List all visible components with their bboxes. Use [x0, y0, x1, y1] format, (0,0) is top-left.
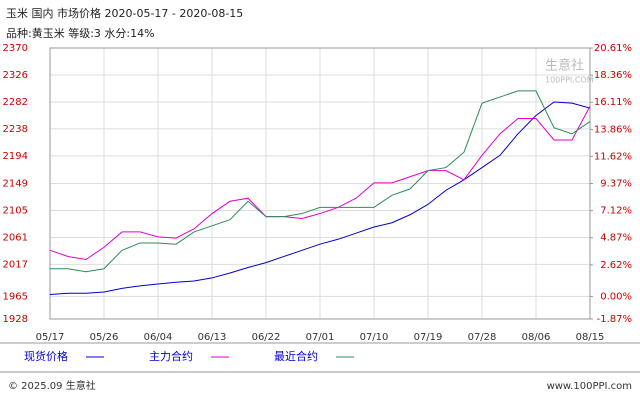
- y-tick-label: 2326: [3, 70, 28, 81]
- watermark: 生意社: [545, 58, 584, 74]
- legend-label: 现货价格: [24, 349, 68, 363]
- watermark: 100PPI.COM: [545, 76, 594, 85]
- y2-tick-label: 13.86%: [594, 124, 632, 135]
- series-line: [50, 90, 591, 273]
- y-tick-label: 1928: [3, 314, 28, 325]
- y2-tick-label: -1.87%: [597, 314, 632, 325]
- x-tick-label: 07/19: [414, 332, 443, 343]
- y2-tick-label: 16.11%: [594, 97, 632, 108]
- y2-tick-label: 11.62%: [594, 151, 632, 162]
- title: 玉米 国内 市场价格 2020-05-17 - 2020-08-15: [6, 6, 243, 20]
- y2-tick-label: 18.36%: [594, 70, 632, 81]
- y-tick-label: 2194: [3, 151, 28, 162]
- y-tick-label: 2370: [3, 43, 28, 54]
- y-tick-label: 2238: [3, 124, 28, 135]
- x-tick-label: 07/10: [360, 332, 389, 343]
- subtitle: 品种:黄玉米 等级:3 水分:14%: [6, 26, 155, 40]
- y-tick-label: 2149: [3, 179, 28, 190]
- y2-tick-label: 4.87%: [600, 233, 632, 244]
- series-line: [49, 101, 591, 295]
- y-tick-label: 2061: [3, 232, 28, 243]
- plot-border: [49, 47, 591, 320]
- y2-tick-label: 0.00%: [600, 291, 632, 302]
- y2-tick-label: 20.61%: [594, 43, 632, 54]
- y-tick-label: 2017: [3, 259, 28, 270]
- site-url: www.100PPI.com: [547, 381, 632, 392]
- y-tick-label: 2105: [3, 205, 28, 216]
- x-tick-label: 05/17: [36, 332, 65, 343]
- y-tick-label: 1965: [3, 291, 28, 302]
- series-line: [49, 106, 591, 261]
- y-tick-label: 2282: [3, 97, 28, 108]
- y2-tick-label: 2.62%: [600, 260, 632, 271]
- x-tick-label: 06/04: [144, 332, 173, 343]
- x-tick-label: 08/15: [576, 332, 605, 343]
- x-tick-label: 05/26: [90, 332, 119, 343]
- y2-tick-label: 7.12%: [600, 206, 632, 217]
- y2-tick-label: 9.37%: [600, 179, 632, 190]
- x-tick-label: 07/28: [468, 332, 497, 343]
- legend-label: 最近合约: [274, 349, 318, 363]
- x-tick-label: 06/22: [252, 332, 281, 343]
- legend-label: 主力合约: [149, 349, 193, 363]
- x-tick-label: 06/13: [198, 332, 227, 343]
- x-tick-label: 07/01: [306, 332, 335, 343]
- x-tick-label: 08/06: [522, 332, 551, 343]
- copyright: © 2025.09 生意社: [8, 379, 96, 392]
